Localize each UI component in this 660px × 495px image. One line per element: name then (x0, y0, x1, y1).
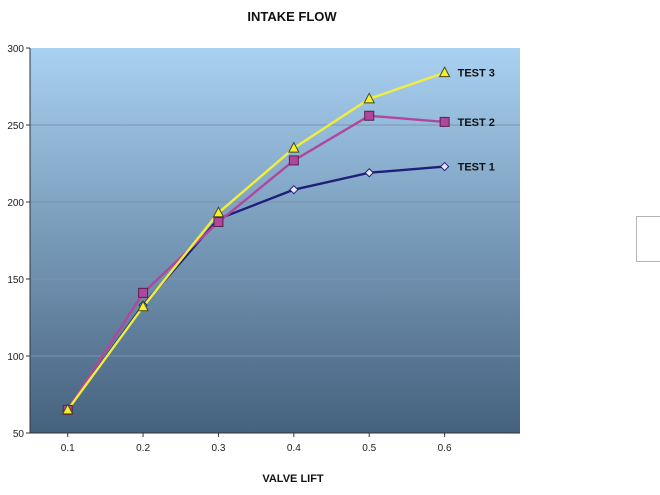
y-tick-label-100: 100 (7, 352, 24, 363)
test-1-point-6 (439, 161, 450, 172)
plot-area (30, 48, 520, 433)
x-tick-label-0.2: 0.2 (136, 443, 150, 454)
test-2-point-2 (138, 287, 149, 298)
series-label-test-2: TEST 2 (458, 117, 495, 129)
y-axis-ticks: 50 100 150 200 250 300 (7, 44, 30, 440)
test-3-point-1 (61, 403, 74, 415)
test-2-point-5 (364, 110, 375, 121)
test-2-point-3 (213, 217, 224, 228)
x-tick-label-0.4: 0.4 (287, 443, 301, 454)
series-label-test-1: TEST 1 (458, 162, 495, 174)
test-3-point-5 (363, 92, 376, 104)
x-tick-label-0.1: 0.1 (61, 443, 75, 454)
test-3-point-2 (137, 300, 149, 312)
series-markers (61, 66, 451, 415)
y-tick-label-300: 300 (7, 44, 24, 55)
test-2-point-4 (288, 155, 299, 166)
legend-box (636, 216, 660, 262)
test-3-point-6 (438, 66, 451, 78)
series-label-test-3: TEST 3 (458, 68, 495, 80)
y-tick-label-200: 200 (7, 198, 24, 209)
y-tick-label-250: 250 (7, 121, 24, 132)
y-tick-label-150: 150 (7, 275, 24, 286)
x-tick-label-0.6: 0.6 (438, 443, 452, 454)
x-tick-label-0.3: 0.3 (212, 443, 226, 454)
test-3-point-3 (212, 206, 225, 218)
x-axis-label: VALVE LIFT (262, 473, 324, 485)
series-line-test-3 (66, 71, 446, 411)
test-1-point-4 (289, 184, 299, 195)
test-1-point-5 (364, 168, 374, 178)
test-2-point-6 (439, 116, 450, 127)
grid-lines (30, 124, 520, 357)
series-lines (66, 71, 446, 411)
x-axis-ticks: 0.1 0.2 0.3 0.4 0.5 0.6 (61, 433, 452, 454)
chart-title: INTAKE FLOW (247, 9, 337, 24)
x-tick-label-0.5: 0.5 (362, 443, 376, 454)
series-labels: TEST 1 TEST 2 TEST 3 (458, 68, 495, 174)
test-3-point-4 (288, 141, 300, 153)
y-tick-label-50: 50 (13, 429, 25, 440)
series-line-test-2 (66, 114, 445, 411)
